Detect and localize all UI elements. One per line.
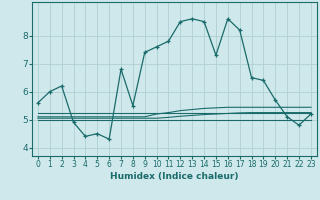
X-axis label: Humidex (Indice chaleur): Humidex (Indice chaleur) xyxy=(110,172,239,181)
